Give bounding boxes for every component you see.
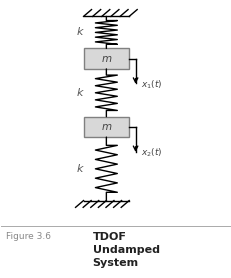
Bar (84, 117, 129, 137)
Text: m: m (101, 54, 111, 64)
Text: $x_2(t)$: $x_2(t)$ (141, 147, 163, 159)
Text: $x_1(t)$: $x_1(t)$ (141, 78, 163, 91)
Text: k: k (77, 164, 83, 174)
Text: k: k (77, 28, 83, 38)
Text: k: k (77, 88, 83, 98)
Text: Figure 3.6: Figure 3.6 (6, 232, 51, 241)
Text: m: m (101, 122, 111, 132)
Bar (84, 48, 129, 69)
Text: TDOF
Undamped
System: TDOF Undamped System (93, 232, 160, 267)
